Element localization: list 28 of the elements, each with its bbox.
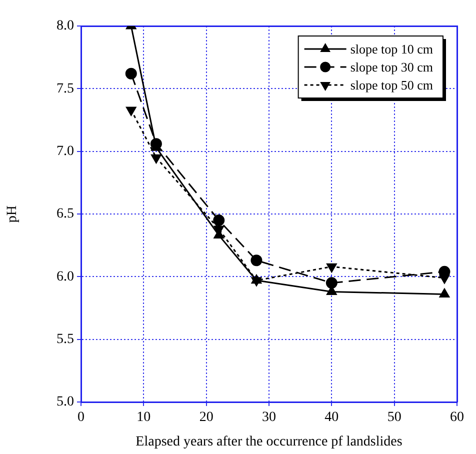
y-tick-label: 5.5 [56,332,74,348]
y-axis-title: pH [5,205,20,223]
point [326,277,338,289]
x-tick-label: 20 [199,410,214,426]
y-tick-label: 5.0 [56,394,74,410]
legend-label: slope top 10 cm [350,41,434,56]
point [250,254,262,266]
y-tick-label: 7.0 [56,144,74,160]
x-axis-title: Elapsed years after the occurrence pf landslides [136,434,402,450]
point [125,68,137,80]
x-tick-label: 0 [78,410,84,426]
y-tick-label: 6.0 [56,269,74,284]
y-tick-label: 8.0 [56,18,74,34]
x-tick-label: 50 [387,410,402,426]
point [126,106,136,116]
x-tick-label: 60 [450,410,464,426]
y-tick-label: 7.5 [56,81,74,96]
legend-label: slope top 30 cm [350,59,434,74]
x-tick-label: 30 [262,410,276,426]
x-tick-label: 10 [136,410,151,426]
point [151,154,162,164]
point [251,274,262,284]
point [439,288,450,298]
point [326,263,337,272]
x-tick-label: 40 [324,410,339,426]
legend-label: slope top 50 cm [350,77,434,92]
y-tick-label: 6.5 [56,206,74,222]
point [213,214,225,226]
